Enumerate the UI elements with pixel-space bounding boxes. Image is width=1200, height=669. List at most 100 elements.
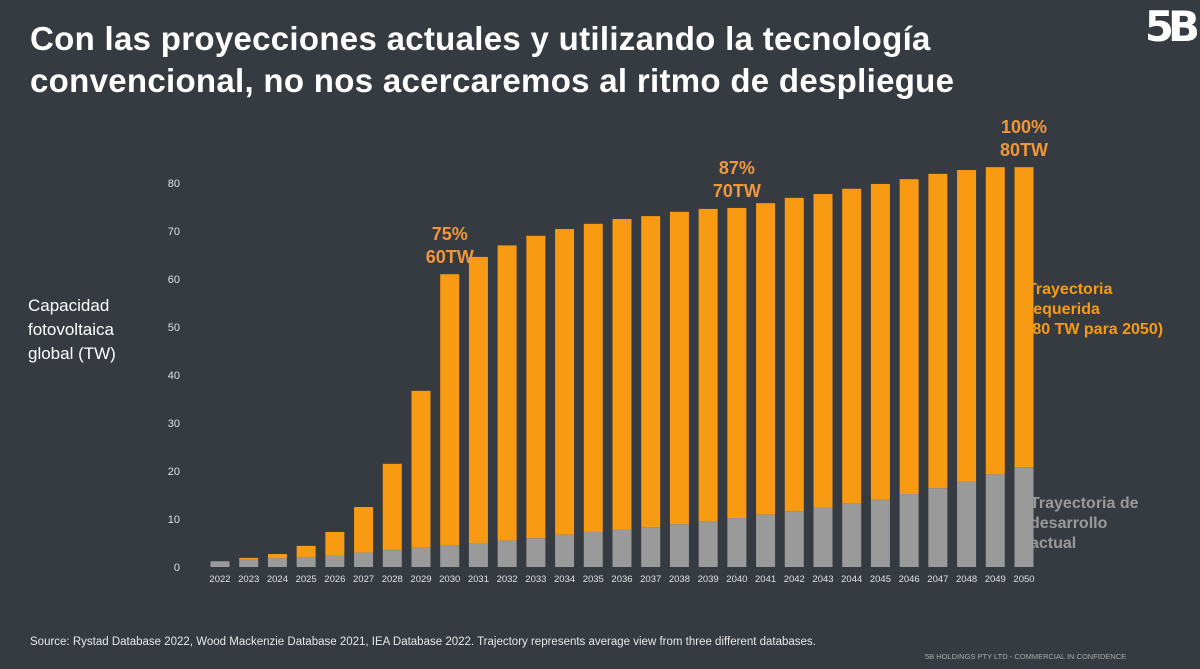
bar-required-2035: [583, 223, 603, 532]
bar-current-2042: [784, 511, 804, 567]
legend-line: actual: [1030, 535, 1077, 552]
x-tick-label: 2032: [497, 574, 518, 585]
x-tick-label: 2029: [410, 574, 431, 585]
bar-current-2049: [985, 474, 1005, 567]
x-tick-label: 2034: [554, 574, 575, 585]
x-tick-label: 2025: [296, 574, 317, 585]
slide-title: Con las proyecciones actuales y utilizan…: [30, 18, 954, 102]
bar-current-2029: [411, 547, 431, 567]
x-tick-label: 2045: [870, 574, 891, 585]
bar-required-2046: [899, 179, 919, 495]
y-tick-label: 70: [168, 226, 180, 238]
y-axis-label: Capacidad fotovoltaica global (TW): [28, 294, 116, 366]
bar-current-2034: [555, 534, 575, 567]
bar-current-2046: [899, 494, 919, 567]
bar-current-2040: [727, 518, 747, 567]
bar-current-2047: [928, 488, 948, 567]
x-tick-label: 2046: [899, 574, 920, 585]
bar-current-2030: [440, 545, 460, 567]
bar-required-2037: [641, 216, 661, 528]
bar-current-2022: [210, 561, 230, 567]
bar-current-2033: [526, 538, 546, 567]
bar-required-2049: [985, 167, 1005, 475]
bar-current-2031: [468, 543, 488, 567]
bar-current-2036: [612, 529, 632, 567]
bar-required-2036: [612, 219, 632, 530]
company-logo: 5B: [1144, 2, 1200, 51]
x-tick-label: 2026: [324, 574, 345, 585]
x-tick-label: 2023: [238, 574, 259, 585]
bar-required-2027: [354, 507, 374, 553]
data-label-2050: 80TW: [1000, 140, 1048, 160]
x-tick-label: 2037: [640, 574, 661, 585]
y-tick-label: 0: [174, 562, 180, 574]
bar-current-2032: [497, 540, 517, 567]
x-tick-label: 2047: [927, 574, 948, 585]
bar-required-2039: [698, 208, 718, 522]
confidential-note: 5B HOLDINGS PTY LTD - COMMERCIAL IN CONF…: [925, 652, 1127, 661]
bar-current-2043: [813, 507, 833, 567]
bar-required-2025: [296, 545, 316, 558]
x-tick-label: 2048: [956, 574, 977, 585]
bar-required-2038: [669, 211, 689, 525]
bar-required-2045: [870, 183, 890, 500]
x-tick-label: 2030: [439, 574, 460, 585]
y-tick-label: 60: [168, 274, 180, 286]
bar-current-2039: [698, 521, 718, 567]
y-tick-label: 20: [168, 466, 180, 478]
y-tick-label: 50: [168, 322, 180, 334]
x-tick-label: 2049: [985, 574, 1006, 585]
bar-required-2029: [411, 390, 431, 548]
y-tick-label: 40: [168, 370, 180, 382]
y-axis-label-line: Capacidad: [28, 296, 110, 315]
bar-required-2047: [928, 173, 948, 489]
bar-required-2028: [382, 463, 402, 551]
bar-required-2023: [239, 557, 259, 560]
y-tick-label: 10: [168, 514, 180, 526]
legend-line: Trayectoria de: [1030, 495, 1139, 512]
x-tick-label: 2041: [755, 574, 776, 585]
bar-current-2023: [239, 559, 259, 567]
legend-required: Trayectoria requerida (80 TW para 2050): [1027, 280, 1163, 340]
bar-current-2025: [296, 557, 316, 567]
x-tick-label: 2028: [382, 574, 403, 585]
y-axis-label-line: global (TW): [28, 344, 116, 363]
data-label-2030: 60TW: [426, 247, 474, 267]
x-tick-label: 2031: [468, 574, 489, 585]
data-label-2040: 70TW: [713, 181, 761, 201]
bar-required-2031: [468, 256, 488, 543]
title-line-2: convencional, no nos acercaremos al ritm…: [30, 62, 955, 99]
bar-required-2041: [756, 203, 776, 515]
x-tick-label: 2042: [784, 574, 805, 585]
bar-current-2024: [267, 558, 287, 567]
x-tick-label: 2024: [267, 574, 288, 585]
x-tick-label: 2044: [841, 574, 862, 585]
bar-current-2026: [325, 555, 345, 567]
data-label-2030: 75%: [432, 224, 468, 244]
bar-required-2042: [784, 197, 804, 512]
bar-current-2044: [842, 503, 862, 567]
bar-required-2043: [813, 194, 833, 508]
data-label-2050: 100%: [1001, 117, 1047, 137]
legend-current: Trayectoria de desarrollo actual: [1030, 494, 1139, 554]
bar-required-2030: [440, 274, 460, 546]
bar-required-2048: [957, 170, 977, 482]
legend-line: requerida: [1027, 301, 1100, 318]
bar-required-2032: [497, 245, 517, 541]
bar-required-2026: [325, 531, 345, 555]
y-tick-label: 30: [168, 418, 180, 430]
data-label-2040: 87%: [719, 158, 755, 178]
bar-current-2041: [756, 514, 776, 567]
bar-required-2033: [526, 235, 546, 539]
title-line-1: Con las proyecciones actuales y utilizan…: [30, 20, 931, 57]
bar-required-2044: [842, 188, 862, 504]
x-tick-label: 2033: [525, 574, 546, 585]
x-tick-label: 2039: [698, 574, 719, 585]
x-tick-label: 2035: [583, 574, 604, 585]
y-tick-label: 80: [168, 178, 180, 190]
legend-line: Trayectoria: [1027, 281, 1113, 298]
legend-line: desarrollo: [1030, 515, 1108, 532]
bar-current-2050: [1014, 467, 1034, 567]
x-tick-label: 2027: [353, 574, 374, 585]
